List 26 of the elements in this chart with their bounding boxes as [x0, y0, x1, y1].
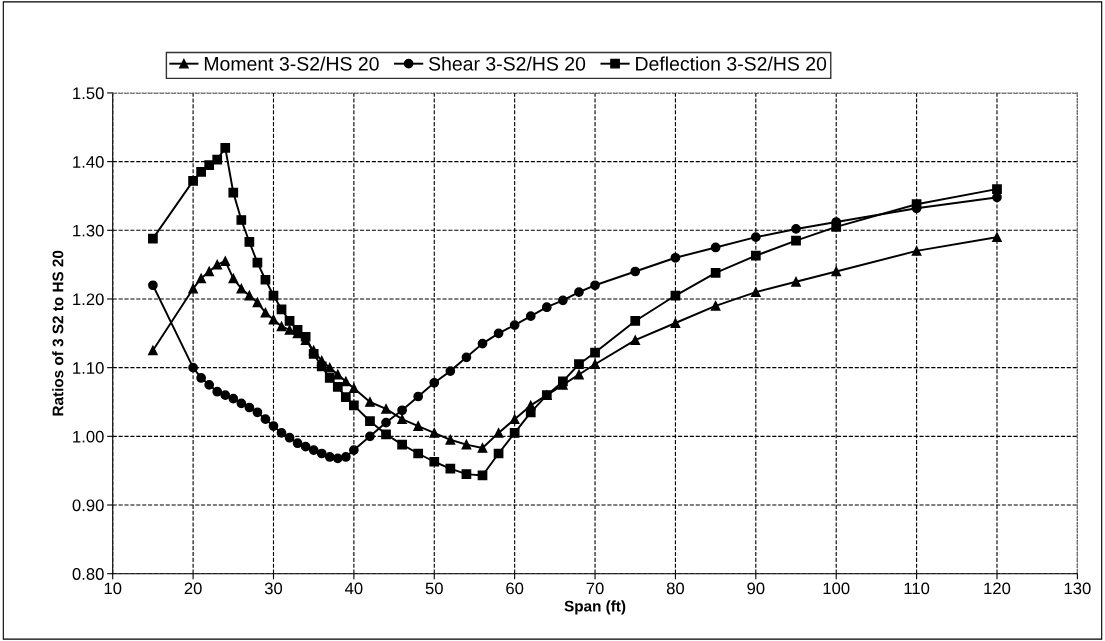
y-tick-label: 0.90	[72, 499, 104, 512]
legend-label: Deflection 3-S2/HS 20	[636, 56, 827, 71]
x-tick-label: 20	[184, 582, 202, 595]
x-axis-title: Span (ft)	[564, 600, 626, 615]
x-tick-label: 30	[264, 582, 283, 595]
x-tick-label: 50	[425, 582, 443, 595]
x-tick-label: 10	[104, 582, 122, 595]
x-tick-label: 120	[984, 582, 1011, 595]
y-tick-label: 1.20	[73, 293, 104, 306]
y-axis-title: Ratios of 3 S2 to HS 20	[52, 250, 64, 416]
y-tick-label: 1.40	[73, 156, 104, 168]
y-tick-label: 1.10	[73, 362, 104, 374]
y-tick-label: 1.50	[73, 87, 104, 100]
x-tick-label: 70	[586, 582, 604, 595]
x-tick-label: 110	[904, 582, 930, 595]
x-tick-label: 90	[747, 582, 765, 595]
legend-label: Moment 3-S2/HS 20	[204, 56, 379, 71]
x-tick-label: 60	[506, 582, 524, 595]
y-tick-label: 1.00	[73, 430, 104, 443]
x-tick-label: 40	[344, 582, 363, 595]
y-tick-label: 0.80	[72, 568, 104, 580]
y-tick-label: 1.30	[73, 224, 104, 237]
legend-label: Shear 3-S2/HS 20	[428, 56, 586, 71]
x-tick-label: 80	[666, 582, 685, 595]
x-tick-label: 100	[823, 582, 850, 595]
x-tick-label: 130	[1064, 582, 1091, 595]
